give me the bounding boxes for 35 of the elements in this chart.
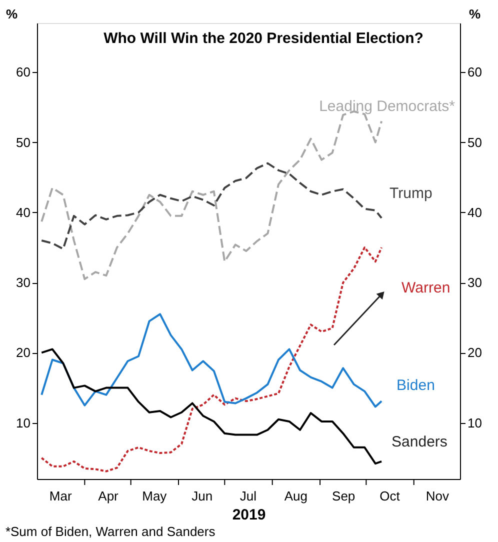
text: Who Will Win the 2020 Presidential Election? [104, 30, 424, 47]
series-label: Leading Democrats* [319, 98, 456, 116]
y2-tick-label: 50 [468, 134, 482, 150]
x-tick-label: Aug [284, 488, 308, 504]
x-tick-label: Apr [98, 488, 120, 504]
series-label: Sanders [392, 433, 448, 450]
line-series [40, 162, 383, 250]
y-tick-label: 30 [16, 275, 30, 290]
y-tick-label: 20 [16, 345, 30, 360]
series-label: Biden [396, 377, 435, 394]
x-tick-label: May [142, 488, 168, 504]
series-label: Trump [390, 185, 432, 202]
y-tick-label: 50 [16, 134, 30, 150]
x-axis-title: 2019 [232, 506, 266, 524]
x-tick-label: Nov [426, 488, 450, 504]
y-tick-label: 40 [16, 204, 30, 220]
y2-tick-label: 10 [468, 415, 482, 430]
text: Warren [402, 279, 450, 296]
y-tick-label: 60 [16, 64, 30, 80]
text: *Sum of Biden, Warren and Sanders [5, 524, 216, 539]
y2-tick-label: 20 [468, 345, 482, 360]
x-tick-label: Mar [49, 488, 72, 504]
y2-axis-title: % [468, 6, 481, 22]
y2-tick-label: 60 [468, 64, 482, 80]
y2-tick-label: 30 [468, 275, 482, 290]
x-tick-label: Sep [332, 488, 356, 504]
y-tick-label: 10 [16, 415, 30, 430]
x-tick-label: Oct [380, 488, 400, 504]
line-series [40, 313, 383, 408]
line-series [40, 246, 383, 472]
y-axis-title: % [6, 6, 18, 22]
line-series [40, 348, 383, 465]
y2-tick-label: 40 [468, 204, 482, 220]
x-tick-label: Jun [192, 488, 213, 504]
x-tick-label: Jul [240, 488, 257, 504]
